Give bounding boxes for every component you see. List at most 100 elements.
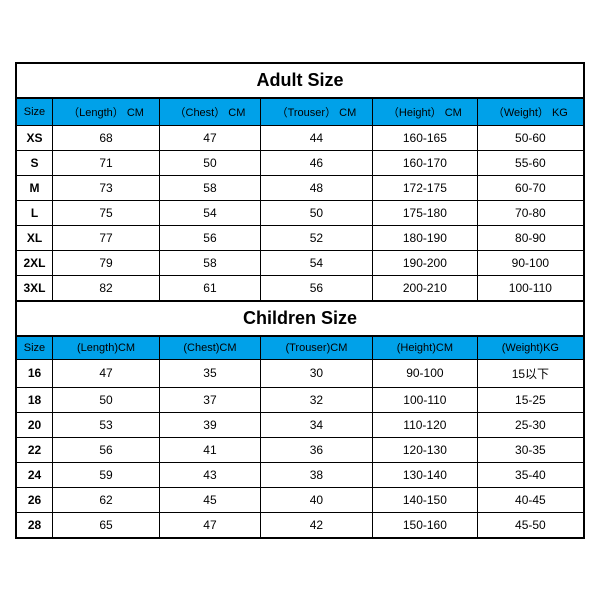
- cell: 18: [16, 387, 52, 412]
- adult-header-row: Size （Length） CM （Chest） CM （Trouser） CM…: [16, 98, 584, 126]
- children-col-chest: (Chest)CM: [160, 336, 261, 360]
- adult-col-length: （Length） CM: [52, 98, 159, 126]
- cell: 39: [160, 412, 261, 437]
- table-row: 22 56 41 36 120-130 30-35: [16, 437, 584, 462]
- cell: 172-175: [373, 175, 478, 200]
- cell: 82: [52, 275, 159, 301]
- cell: 22: [16, 437, 52, 462]
- table-row: 16 47 35 30 90-100 15以下: [16, 359, 584, 387]
- cell: 43: [160, 462, 261, 487]
- cell: 59: [52, 462, 159, 487]
- cell: 58: [160, 250, 261, 275]
- adult-title: Adult Size: [16, 63, 584, 98]
- cell: 180-190: [373, 225, 478, 250]
- cell: 65: [52, 512, 159, 538]
- children-header-row: Size (Length)CM (Chest)CM (Trouser)CM (H…: [16, 336, 584, 360]
- adult-title-row: Adult Size: [16, 63, 584, 98]
- cell: 90-100: [373, 359, 478, 387]
- cell: 28: [16, 512, 52, 538]
- cell: 26: [16, 487, 52, 512]
- table-row: 20 53 39 34 110-120 25-30: [16, 412, 584, 437]
- cell: 56: [52, 437, 159, 462]
- children-title: Children Size: [16, 301, 584, 336]
- cell: 150-160: [373, 512, 478, 538]
- adult-col-trouser: （Trouser） CM: [260, 98, 372, 126]
- cell: 36: [260, 437, 372, 462]
- cell: 40-45: [477, 487, 584, 512]
- cell: 79: [52, 250, 159, 275]
- cell: 34: [260, 412, 372, 437]
- table-row: 18 50 37 32 100-110 15-25: [16, 387, 584, 412]
- cell: 160-170: [373, 150, 478, 175]
- table-row: XS 68 47 44 160-165 50-60: [16, 125, 584, 150]
- cell: M: [16, 175, 52, 200]
- cell: 40: [260, 487, 372, 512]
- cell: 56: [260, 275, 372, 301]
- cell: 100-110: [477, 275, 584, 301]
- cell: S: [16, 150, 52, 175]
- cell: 42: [260, 512, 372, 538]
- table-row: S 71 50 46 160-170 55-60: [16, 150, 584, 175]
- adult-col-chest: （Chest） CM: [160, 98, 261, 126]
- children-col-length: (Length)CM: [52, 336, 159, 360]
- cell: 77: [52, 225, 159, 250]
- cell: 35-40: [477, 462, 584, 487]
- cell: 160-165: [373, 125, 478, 150]
- cell: 48: [260, 175, 372, 200]
- cell: 25-30: [477, 412, 584, 437]
- cell: 56: [160, 225, 261, 250]
- cell: 47: [160, 512, 261, 538]
- cell: 190-200: [373, 250, 478, 275]
- children-col-size: Size: [16, 336, 52, 360]
- cell: 55-60: [477, 150, 584, 175]
- cell: 52: [260, 225, 372, 250]
- cell: 73: [52, 175, 159, 200]
- table-row: 3XL 82 61 56 200-210 100-110: [16, 275, 584, 301]
- cell: 200-210: [373, 275, 478, 301]
- children-col-trouser: (Trouser)CM: [260, 336, 372, 360]
- cell: 54: [260, 250, 372, 275]
- cell: 24: [16, 462, 52, 487]
- table-row: M 73 58 48 172-175 60-70: [16, 175, 584, 200]
- cell: 2XL: [16, 250, 52, 275]
- cell: 71: [52, 150, 159, 175]
- table-row: L 75 54 50 175-180 70-80: [16, 200, 584, 225]
- cell: 62: [52, 487, 159, 512]
- cell: 30: [260, 359, 372, 387]
- cell: 20: [16, 412, 52, 437]
- cell: 58: [160, 175, 261, 200]
- cell: 32: [260, 387, 372, 412]
- cell: 50-60: [477, 125, 584, 150]
- cell: 30-35: [477, 437, 584, 462]
- table-row: XL 77 56 52 180-190 80-90: [16, 225, 584, 250]
- cell: 38: [260, 462, 372, 487]
- cell: 50: [260, 200, 372, 225]
- cell: 3XL: [16, 275, 52, 301]
- cell: 61: [160, 275, 261, 301]
- adult-col-weight: （Weight） KG: [477, 98, 584, 126]
- cell: 16: [16, 359, 52, 387]
- table-row: 2XL 79 58 54 190-200 90-100: [16, 250, 584, 275]
- children-col-weight: (Weight)KG: [477, 336, 584, 360]
- table-row: 26 62 45 40 140-150 40-45: [16, 487, 584, 512]
- cell: 41: [160, 437, 261, 462]
- cell: 75: [52, 200, 159, 225]
- cell: XL: [16, 225, 52, 250]
- size-chart-table: Adult Size Size （Length） CM （Chest） CM （…: [15, 62, 585, 539]
- cell: 15以下: [477, 359, 584, 387]
- cell: 15-25: [477, 387, 584, 412]
- cell: 175-180: [373, 200, 478, 225]
- table-row: 24 59 43 38 130-140 35-40: [16, 462, 584, 487]
- cell: 50: [160, 150, 261, 175]
- table-row: 28 65 47 42 150-160 45-50: [16, 512, 584, 538]
- cell: 70-80: [477, 200, 584, 225]
- cell: 90-100: [477, 250, 584, 275]
- adult-col-size: Size: [16, 98, 52, 126]
- cell: 100-110: [373, 387, 478, 412]
- cell: 44: [260, 125, 372, 150]
- cell: XS: [16, 125, 52, 150]
- adult-col-height: （Height） CM: [373, 98, 478, 126]
- cell: 45-50: [477, 512, 584, 538]
- children-col-height: (Height)CM: [373, 336, 478, 360]
- cell: 60-70: [477, 175, 584, 200]
